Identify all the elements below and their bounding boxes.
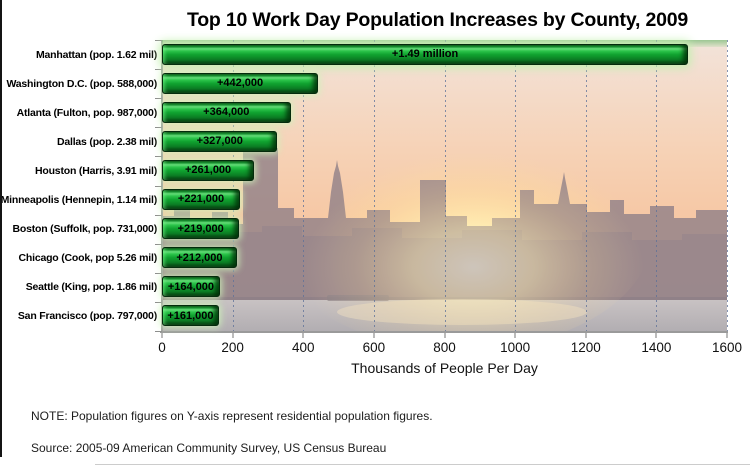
- y-tick-mark: [155, 243, 162, 245]
- y-tick-mark: [155, 331, 162, 332]
- x-tick-label: 1600: [711, 340, 743, 355]
- x-tick-mark: [726, 333, 728, 338]
- source-text: Source: 2005-09 American Community Surve…: [31, 441, 387, 455]
- x-tick-label: 200: [221, 340, 244, 355]
- bar-value-label: +442,000: [216, 77, 264, 90]
- y-tick-mark: [155, 127, 162, 129]
- category-label: Boston (Suffolk, pop. 731,000): [12, 223, 157, 236]
- x-tick-mark: [655, 333, 657, 338]
- chart-title: Top 10 Work Day Population Increases by …: [186, 9, 689, 31]
- grid-line: [515, 40, 517, 331]
- bar-row: +164,000: [162, 273, 727, 302]
- x-axis-line: [160, 331, 728, 333]
- y-axis-category-labels: Manhattan (pop. 1.62 mil) Washington D.C.…: [0, 40, 158, 331]
- x-tick-mark: [373, 333, 375, 338]
- bar-value-label: +364,000: [203, 106, 250, 119]
- y-tick-mark: [155, 272, 162, 274]
- grid-line: [727, 40, 728, 331]
- category-label: Atlanta (Fulton, pop. 987,000): [16, 106, 158, 119]
- y-tick-mark: [155, 156, 162, 158]
- bar-value-label: +212,000: [176, 251, 223, 264]
- bar-value-label: +164,000: [167, 280, 215, 293]
- bar-row: +221,000: [162, 185, 727, 214]
- x-tick-label: 800: [433, 340, 456, 355]
- plot-area: +1.49 million +442,000 +364,000 +327,000 +26…: [162, 40, 728, 331]
- bar-value-label: +161,000: [167, 309, 214, 322]
- scan-artifact-bottom-line: [95, 464, 750, 465]
- x-tick-label: 1400: [641, 340, 672, 355]
- x-tick-label: 600: [362, 340, 386, 355]
- bars-layer: +1.49 million +442,000 +364,000 +327,000 +26…: [162, 40, 727, 331]
- grid-line: [656, 40, 658, 331]
- category-label: Seattle (King, pop. 1.86 mil): [25, 281, 158, 294]
- bar-row: +327,000: [162, 127, 727, 156]
- bar: +221,000: [162, 188, 241, 210]
- x-tick-mark: [444, 333, 445, 338]
- y-tick-mark: [155, 40, 162, 41]
- bar: +442,000: [162, 72, 319, 94]
- bar-row: +364,000: [162, 98, 727, 127]
- x-tick-mark: [232, 333, 234, 338]
- x-axis-ticks: 0 200 400 600 800 1000 1200 1400 1600: [158, 333, 742, 363]
- note-text: NOTE: Population figures on Y-axis repre…: [31, 409, 433, 423]
- grid-line: [373, 40, 375, 331]
- scan-artifact-left-edge: [0, 0, 2, 457]
- y-axis-line: [161, 40, 163, 333]
- category-label: Dallas (pop. 2.38 mil): [56, 135, 157, 148]
- bar-row: +1.49 million: [162, 40, 727, 69]
- bar-value-label: +221,000: [177, 193, 225, 206]
- bar: +364,000: [162, 101, 291, 123]
- bar-value-label: +327,000: [196, 135, 243, 148]
- y-tick-mark: [155, 185, 162, 187]
- x-tick-label: 0: [158, 340, 166, 355]
- x-tick-mark: [514, 333, 516, 338]
- x-tick-mark: [585, 333, 587, 338]
- y-axis-ticks: [155, 40, 162, 332]
- x-axis-title: Thousands of People Per Day: [351, 360, 538, 376]
- x-tick-label: 1000: [500, 340, 531, 355]
- grid-line: [232, 40, 234, 331]
- y-tick-mark: [155, 214, 162, 216]
- category-label: Washington D.C. (pop. 588,000): [6, 77, 157, 90]
- grid-line: [585, 40, 587, 331]
- bar: +164,000: [162, 276, 220, 298]
- x-tick-mark: [161, 333, 163, 338]
- bar: +219,000: [162, 218, 240, 240]
- category-label: Manhattan (pop. 1.62 mil): [35, 48, 157, 61]
- bar: +261,000: [162, 159, 255, 181]
- y-tick-mark: [155, 301, 162, 303]
- bar: +161,000: [162, 305, 219, 327]
- bar-row: +442,000: [162, 69, 727, 98]
- category-label: Houston (Harris, 3.91 mil): [35, 164, 157, 177]
- y-tick-mark: [155, 98, 162, 100]
- x-tick-label: 1200: [570, 340, 601, 355]
- bar-value-label: +261,000: [184, 164, 232, 177]
- x-tick-label: 400: [291, 340, 315, 355]
- bar: +1.49 million: [162, 43, 689, 65]
- bar-row: +219,000: [162, 215, 727, 244]
- bar-row: +161,000: [162, 302, 727, 331]
- x-tick-mark: [302, 333, 304, 338]
- category-label: Minneapolis (Hennepin, 1.14 mil): [0, 194, 158, 207]
- bar-value-label: +1.49 million: [391, 48, 459, 60]
- bar: +327,000: [162, 130, 278, 152]
- bar-value-label: +219,000: [177, 222, 224, 235]
- category-label: San Francisco (pop. 797,000): [17, 310, 157, 323]
- category-label: Chicago (Cook, pop 5.26 mil): [18, 252, 158, 265]
- grid-line: [444, 40, 446, 331]
- bar-row: +212,000: [162, 244, 727, 273]
- bar: +212,000: [162, 247, 237, 269]
- y-tick-mark: [155, 69, 162, 71]
- grid-line: [303, 40, 305, 331]
- bar-row: +261,000: [162, 156, 727, 185]
